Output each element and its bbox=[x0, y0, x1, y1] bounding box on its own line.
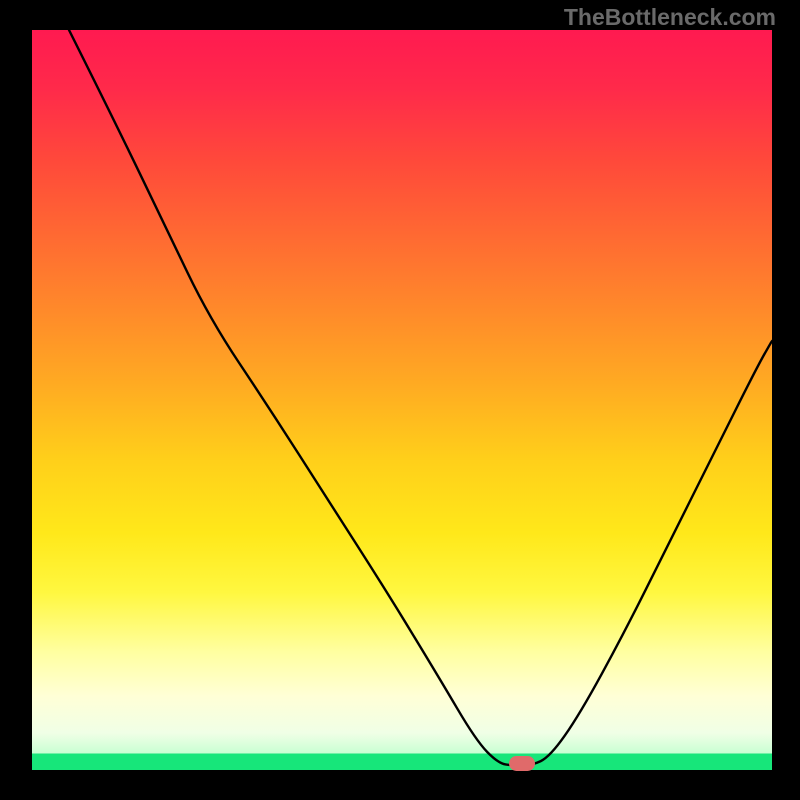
watermark-text: TheBottleneck.com bbox=[564, 4, 776, 31]
bottleneck-curve bbox=[32, 30, 772, 770]
plot-area bbox=[32, 30, 772, 770]
optimum-marker bbox=[509, 756, 536, 772]
chart-root: TheBottleneck.com bbox=[0, 0, 800, 800]
